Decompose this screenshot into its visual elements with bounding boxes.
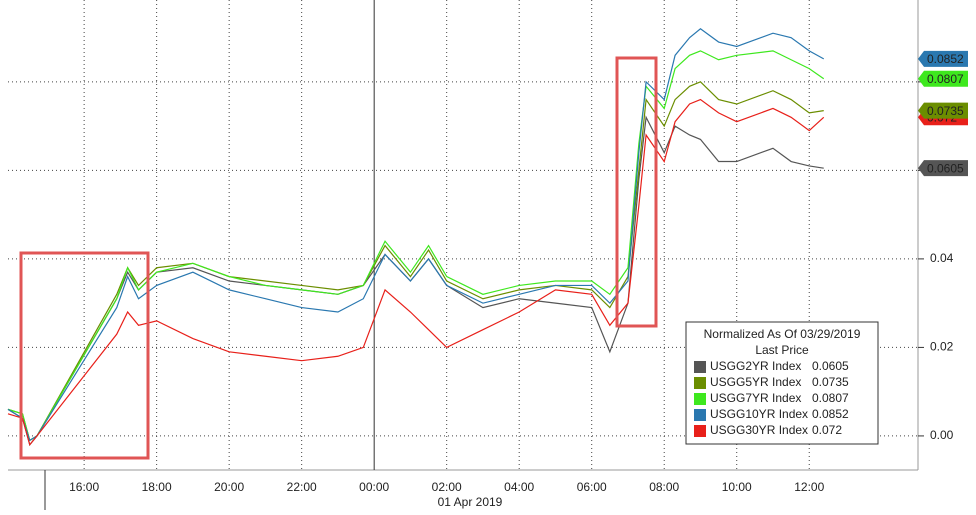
price-tag [918, 70, 968, 87]
y-tick-label: 0.02 [930, 340, 954, 354]
price-tag [918, 160, 968, 177]
series-line [7, 98, 825, 447]
y-tick-label: 0.00 [930, 428, 954, 442]
x-tick-label: 10:00 [722, 480, 752, 494]
x-tick-label: 08:00 [649, 480, 679, 494]
price-tag-label: 0.0852 [927, 52, 964, 66]
legend: Normalized As Of 03/29/2019 Last Price U… [685, 321, 879, 445]
legend-value: 0.072 [812, 423, 842, 437]
series-line [7, 50, 825, 442]
plot [7, 0, 918, 470]
legend-swatch [694, 377, 706, 389]
legend-swatch [694, 361, 706, 373]
x-tick-label: 22:00 [287, 480, 317, 494]
price-tag-label: 0.0735 [927, 104, 964, 118]
legend-name: USGG10YR Index [710, 407, 808, 421]
legend-name: USGG30YR Index [710, 423, 808, 437]
price-tag-label: 0.0605 [927, 161, 964, 175]
legend-value: 0.0605 [812, 359, 849, 373]
x-tick-label: 00:00 [359, 480, 389, 494]
x-tick-label: 04:00 [504, 480, 534, 494]
legend-value: 0.0735 [812, 375, 849, 389]
date-label: 01 Apr 2019 [438, 495, 503, 509]
legend-value: 0.0852 [812, 407, 849, 421]
annotation-box [19, 251, 150, 460]
legend-swatch [694, 425, 706, 437]
legend-subtitle: Last Price [755, 343, 809, 357]
series-line [7, 81, 824, 442]
x-tick-label: 18:00 [142, 480, 172, 494]
legend-title: Normalized As Of 03/29/2019 [704, 327, 861, 341]
legend-name: USGG2YR Index [710, 359, 801, 373]
legend-box [685, 321, 879, 445]
legend-name: USGG5YR Index [710, 375, 801, 389]
legend-swatch [694, 393, 706, 405]
price-tag-label: 0.0807 [927, 72, 964, 86]
x-tick-label: 02:00 [432, 480, 462, 494]
price-tag [918, 102, 968, 119]
legend-swatch [694, 409, 706, 421]
series-line [7, 28, 825, 442]
x-tick-label: 16:00 [69, 480, 99, 494]
x-tick-label: 20:00 [214, 480, 244, 494]
x-tick-label: 12:00 [794, 480, 824, 494]
x-tick-label: 06:00 [577, 480, 607, 494]
annotation-box [615, 56, 658, 328]
y-tick-label: 0.04 [930, 251, 954, 265]
legend-name: USGG7YR Index [710, 391, 801, 405]
price-tag [918, 50, 968, 67]
legend-value: 0.0807 [812, 391, 849, 405]
